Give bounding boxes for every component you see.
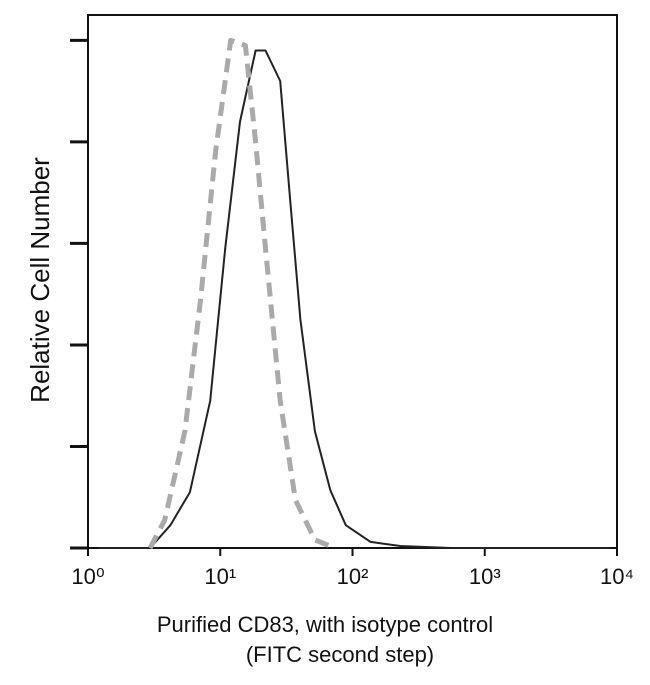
x-tick-label: 10⁴ <box>600 564 634 589</box>
series-line <box>147 37 337 551</box>
series-line <box>98 49 611 549</box>
x-tick-label: 10² <box>337 564 369 589</box>
x-axis-label: (FITC second step) <box>246 642 434 667</box>
x-tick-label: 10¹ <box>204 564 236 589</box>
x-tick-label: 10³ <box>469 564 501 589</box>
x-tick-label: 10⁰ <box>71 564 104 589</box>
x-axis-label: Purified CD83, with isotype control <box>157 612 493 637</box>
plot-frame <box>87 14 618 549</box>
y-axis-label: Relative Cell Number <box>25 157 55 403</box>
